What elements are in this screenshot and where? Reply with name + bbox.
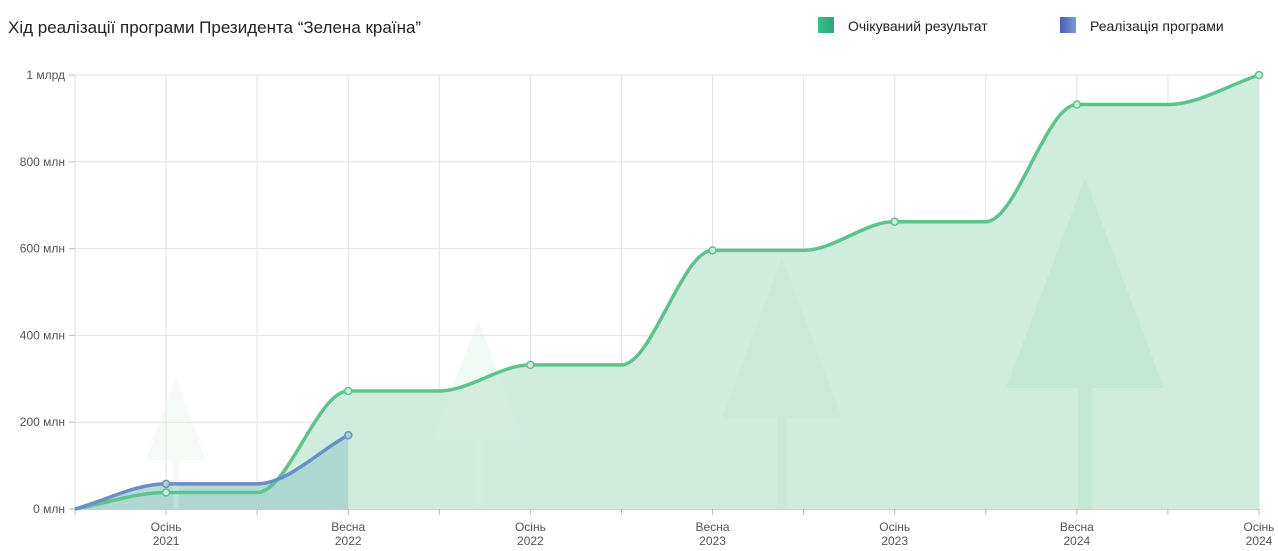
x-tick-label-line: Осінь	[879, 520, 910, 534]
y-tick-label: 400 млн	[20, 328, 65, 342]
point	[345, 432, 352, 439]
x-tick-label-line: 2022	[517, 534, 544, 548]
point	[1256, 72, 1263, 79]
legend-swatch	[1060, 17, 1076, 33]
x-tick-label-line: Весна	[1060, 520, 1094, 534]
point	[163, 480, 170, 487]
point	[345, 387, 352, 394]
x-tick-label-line: Весна	[696, 520, 730, 534]
y-tick-label: 1 млрд	[26, 68, 65, 82]
legend-swatch	[818, 17, 834, 33]
chart: Хід реалізації програми Президента “Зеле…	[0, 0, 1278, 551]
chart-title: Хід реалізації програми Президента “Зеле…	[8, 18, 421, 37]
legend-label: Реалізація програми	[1090, 18, 1224, 34]
point	[527, 361, 534, 368]
x-tick-label-line: Осінь	[1244, 520, 1275, 534]
point	[163, 489, 170, 496]
x-tick-label-line: Осінь	[151, 520, 182, 534]
y-tick-label: 800 млн	[20, 155, 65, 169]
x-tick-label-line: 2021	[153, 534, 180, 548]
x-tick-label-line: 2022	[335, 534, 362, 548]
x-tick-label-line: 2023	[699, 534, 726, 548]
legend-label: Очікуваний результат	[848, 18, 988, 34]
x-tick-label-line: 2024	[1246, 534, 1273, 548]
y-tick-label: 200 млн	[20, 415, 65, 429]
x-tick-label-line: 2023	[881, 534, 908, 548]
page: {"chart_data": {"type": "area-line", "ti…	[0, 0, 1278, 551]
x-tick-label-line: Весна	[331, 520, 365, 534]
point	[1073, 101, 1080, 108]
point	[891, 218, 898, 225]
y-tick-label: 0 млн	[33, 502, 65, 516]
x-tick-label-line: 2024	[1063, 534, 1090, 548]
y-tick-label: 600 млн	[20, 242, 65, 256]
point	[709, 247, 716, 254]
x-tick-label-line: Осінь	[515, 520, 546, 534]
